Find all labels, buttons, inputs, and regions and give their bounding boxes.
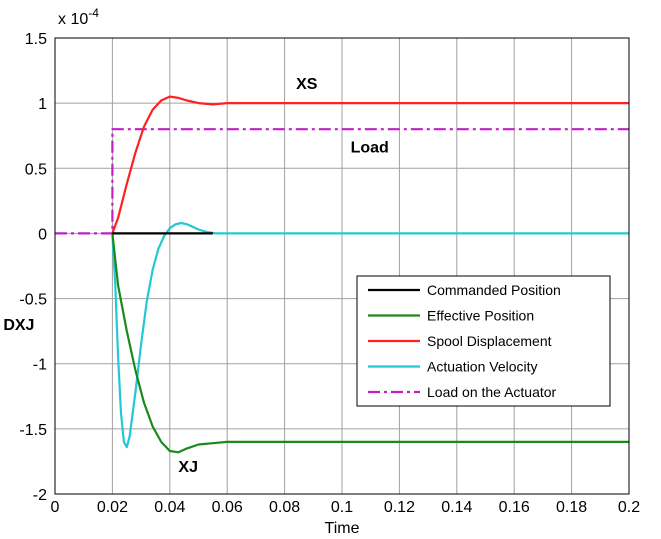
x-tick-label: 0.2 [618,499,640,516]
legend-label: Commanded Position [427,282,561,298]
x-tick-label: 0.04 [154,499,185,516]
y-tick-label: 1 [38,96,47,113]
y-tick-label: 0.5 [25,161,47,178]
annotation-xs: XS [296,76,318,93]
series-line-effective-position [111,233,629,454]
y-tick-label: -0.5 [19,292,47,309]
x-tick-label: 0.14 [441,499,472,516]
curve-annotations: XS Load DXJ XJ [3,76,388,476]
legend-label: Effective Position [427,308,534,324]
legend-label: Spool Displacement [427,333,552,349]
x-tick-label: 0.06 [212,499,243,516]
legend-label: Load on the Actuator [427,384,557,400]
x-tick-label: 0.1 [331,499,353,516]
grid-lines [54,37,630,495]
x-tick-label: 0.18 [556,499,587,516]
series-line-load-on-the-actuator [55,128,629,235]
annotation-dxj: DXJ [3,317,34,334]
x-tick-labels: 0 0.02 0.04 0.06 0.08 0.1 0.12 0.14 0.16 0.18 0.2 [51,499,641,516]
series-line-actuation-velocity [111,221,629,449]
x-tick-label: 0 [51,499,60,516]
y-tick-label: -2 [33,487,47,504]
y-multiplier-label: x 10-4 [58,6,99,28]
legend: Commanded Position Effective Position Spoo… [356,275,611,407]
legend-label: Actuation Velocity [427,359,538,375]
series-line-spool-displacement [111,95,629,234]
x-tick-label: 0.12 [384,499,415,516]
y-tick-label: -1 [33,357,47,374]
x-tick-label: 0.08 [269,499,300,516]
x-tick-label: 0.02 [97,499,128,516]
y-tick-label: 1.5 [25,31,47,48]
y-tick-labels: 1.5 1 0.5 0 -0.5 -1 -1.5 -2 [19,31,47,504]
plot-frame [54,37,630,495]
y-tick-label: 0 [38,226,47,243]
x-tick-label: 0.16 [499,499,530,516]
y-tick-label: -1.5 [19,422,47,439]
annotation-xj: XJ [178,459,198,476]
x-axis-label: Time [325,520,360,537]
annotation-load: Load [351,140,389,157]
series-lines [55,95,629,454]
